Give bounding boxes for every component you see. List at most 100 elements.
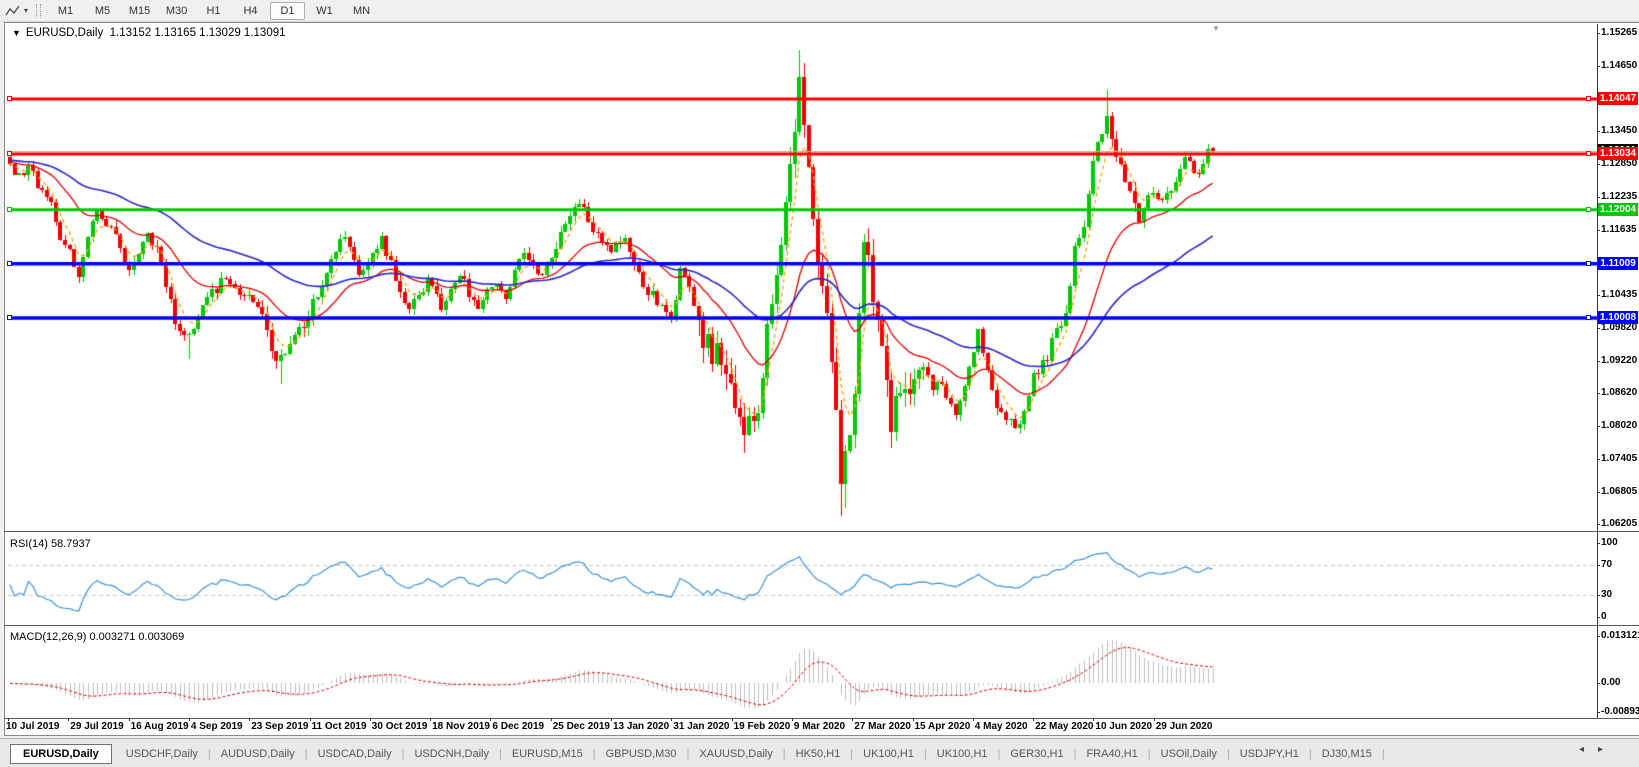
hline-handle[interactable] (1586, 315, 1591, 321)
tab-usdchf-daily[interactable]: USDCHF,Daily (125, 747, 198, 760)
tab-ger30-h1[interactable]: GER30,H1 (1010, 747, 1064, 760)
tab-scroll-left-icon[interactable]: ◂ (1578, 744, 1598, 755)
tab-audusd-daily[interactable]: AUDUSD,Daily (220, 747, 295, 760)
hline-handle[interactable] (1586, 260, 1591, 266)
tab-separator: | (1147, 747, 1151, 760)
tab-uk100-h1[interactable]: UK100,H1 (936, 747, 988, 760)
date-tick-label: 25 Dec 2019 (552, 721, 610, 732)
date-tick-label: 16 Aug 2019 (130, 721, 189, 732)
tab-usdcnh-daily[interactable]: USDCNH,Daily (414, 747, 489, 760)
rsi-tick-mark (1597, 543, 1600, 544)
date-tick-mark (792, 718, 793, 721)
price-tick-mark (1597, 459, 1600, 460)
macd-tick-label: 0.013121 (1601, 629, 1639, 641)
timeframe-button-w1[interactable]: W1 (316, 4, 333, 17)
price-tick-mark (1597, 426, 1600, 427)
timeframe-button-d1[interactable]: D1 (270, 1, 306, 20)
window-bottom-border (4, 735, 1639, 736)
date-tick-mark (8, 718, 9, 721)
date-tick-label: 10 Jul 2019 (6, 721, 60, 732)
tab-separator: | (686, 747, 690, 760)
price-tick-mark (1597, 393, 1600, 394)
hline-handle[interactable] (1586, 96, 1591, 102)
chart-shift-marker[interactable]: ▼ (1212, 24, 1220, 33)
hline-handle[interactable] (7, 96, 12, 102)
date-tick-label: 30 Oct 2019 (371, 721, 428, 732)
date-tick-mark (189, 718, 190, 721)
date-tick-label: 10 Jun 2020 (1095, 721, 1153, 732)
date-tick-label: 13 Jan 2020 (613, 721, 670, 732)
main-chart-canvas[interactable] (8, 24, 1597, 531)
tab-uk100-h1[interactable]: UK100,H1 (863, 747, 914, 760)
date-tick-mark (249, 718, 250, 721)
price-tick-mark (1597, 524, 1600, 525)
hline-handle[interactable] (7, 260, 12, 266)
tab-xauusd-daily[interactable]: XAUUSD,Daily (699, 747, 773, 760)
macd-tick-mark (1597, 712, 1600, 713)
zigzag-cursor-icon[interactable] (2, 3, 24, 19)
date-tick-mark (1033, 718, 1034, 721)
hline-handle[interactable] (1586, 206, 1591, 212)
price-tick-label: 1.10435 (1601, 288, 1638, 300)
tab-eurusd-m15[interactable]: EURUSD,M15 (511, 747, 583, 760)
tab-gbpusd-m30[interactable]: GBPUSD,M30 (605, 747, 677, 760)
chart-menu-icon[interactable]: ▼ (12, 28, 21, 38)
timeframe-button-mn[interactable]: MN (352, 4, 371, 17)
macd-tick-label: 0.00 (1601, 677, 1621, 688)
date-tick-mark (913, 718, 914, 721)
tab-separator: | (592, 747, 596, 760)
rsi-tick-label: 30 (1601, 588, 1613, 600)
timeframe-button-m30[interactable]: M30 (165, 4, 188, 17)
pane-splitter-rsi-macd[interactable] (4, 625, 1639, 626)
tab-dj30-m15[interactable]: DJ30,M15 (1321, 747, 1372, 760)
rsi-tick-label: 100 (1601, 537, 1618, 548)
pane-splitter-main-rsi[interactable] (4, 531, 1639, 532)
tab-eurusd-daily[interactable]: EURUSD,Daily (10, 743, 112, 764)
timeframe-button-m1[interactable]: M1 (57, 4, 74, 17)
hline-price-box: 1.10008 (1598, 311, 1638, 325)
hline-handle[interactable] (7, 150, 12, 156)
tab-usdjpy-h1[interactable]: USDJPY,H1 (1239, 747, 1299, 760)
price-tick-mark (1597, 197, 1600, 198)
tab-usoil-daily[interactable]: USOil,Daily (1160, 747, 1217, 760)
price-tick-mark (1597, 164, 1600, 165)
date-tick-mark (1154, 718, 1155, 721)
tab-hk50-h1[interactable]: HK50,H1 (795, 747, 841, 760)
tab-usdcad-daily[interactable]: USDCAD,Daily (317, 747, 392, 760)
hline-handle[interactable] (7, 206, 12, 212)
rsi-panel-canvas[interactable] (8, 534, 1597, 624)
timeframe-button-h4[interactable]: H4 (243, 4, 258, 17)
price-tick-mark (1597, 33, 1600, 34)
hline-price-box: 1.12004 (1598, 202, 1638, 216)
macd-indicator-label: MACD(12,26,9) 0.003271 0.003069 (10, 631, 185, 643)
toolbar-grip[interactable] (36, 3, 42, 18)
price-tick-mark (1597, 328, 1600, 329)
chevron-down-icon[interactable]: ▾ (24, 6, 29, 15)
date-tick-mark (129, 718, 130, 721)
tab-separator: | (1381, 747, 1385, 760)
date-tick-label: 27 Mar 2020 (854, 721, 911, 732)
hline-handle[interactable] (1586, 150, 1591, 156)
chart-symbol-label: EURUSD,Daily (25, 27, 104, 39)
date-tick-label: 11 Oct 2019 (311, 721, 367, 732)
date-tick-mark (370, 718, 371, 721)
date-tick-label: 9 Mar 2020 (793, 721, 846, 732)
tab-fra40-h1[interactable]: FRA40,H1 (1086, 747, 1138, 760)
timeframe-button-m15[interactable]: M15 (128, 4, 151, 17)
macd-panel-canvas[interactable] (8, 628, 1597, 718)
price-tick-label: 1.06805 (1601, 485, 1638, 497)
tab-separator: | (401, 747, 405, 760)
tab-scroll-right-icon[interactable]: ▸ (1597, 744, 1617, 755)
date-tick-mark (490, 718, 491, 721)
tab-separator: | (923, 747, 927, 760)
hline-price-box: 1.13034 (1598, 146, 1638, 160)
timeframe-button-h1[interactable]: H1 (206, 4, 221, 17)
rsi-tick-mark (1597, 595, 1600, 596)
price-tick-label: 1.12850 (1601, 157, 1638, 169)
tab-separator: | (782, 747, 786, 760)
timeframe-button-m5[interactable]: M5 (94, 4, 111, 17)
hline-handle[interactable] (7, 315, 12, 321)
date-tick-label: 6 Dec 2019 (492, 721, 545, 732)
tab-separator: | (499, 747, 502, 760)
price-tick-mark (1597, 230, 1600, 231)
